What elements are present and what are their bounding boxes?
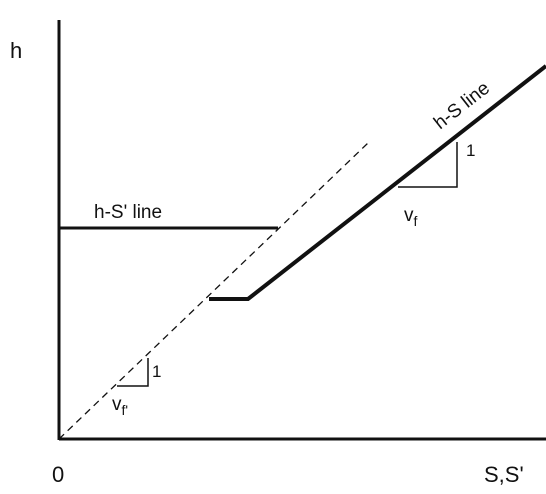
h-s-prime-label: h-S' line bbox=[94, 202, 162, 223]
upper-slope-rise-label: 1 bbox=[466, 141, 475, 160]
x-axis-label: S,S' bbox=[484, 462, 524, 487]
y-axis-label: h bbox=[10, 38, 22, 63]
origin-label: 0 bbox=[52, 462, 64, 487]
lower-slope-triangle bbox=[117, 358, 149, 387]
lower-slope-run-label: vf' bbox=[112, 394, 128, 418]
dashed-reference-line bbox=[58, 142, 369, 440]
upper-slope-run-label: vf bbox=[404, 205, 418, 229]
h-s-label: h-S line bbox=[430, 78, 494, 134]
h-s-line bbox=[209, 64, 546, 301]
lower-slope-rise-label: 1 bbox=[152, 362, 161, 381]
upper-slope-triangle bbox=[398, 142, 458, 188]
